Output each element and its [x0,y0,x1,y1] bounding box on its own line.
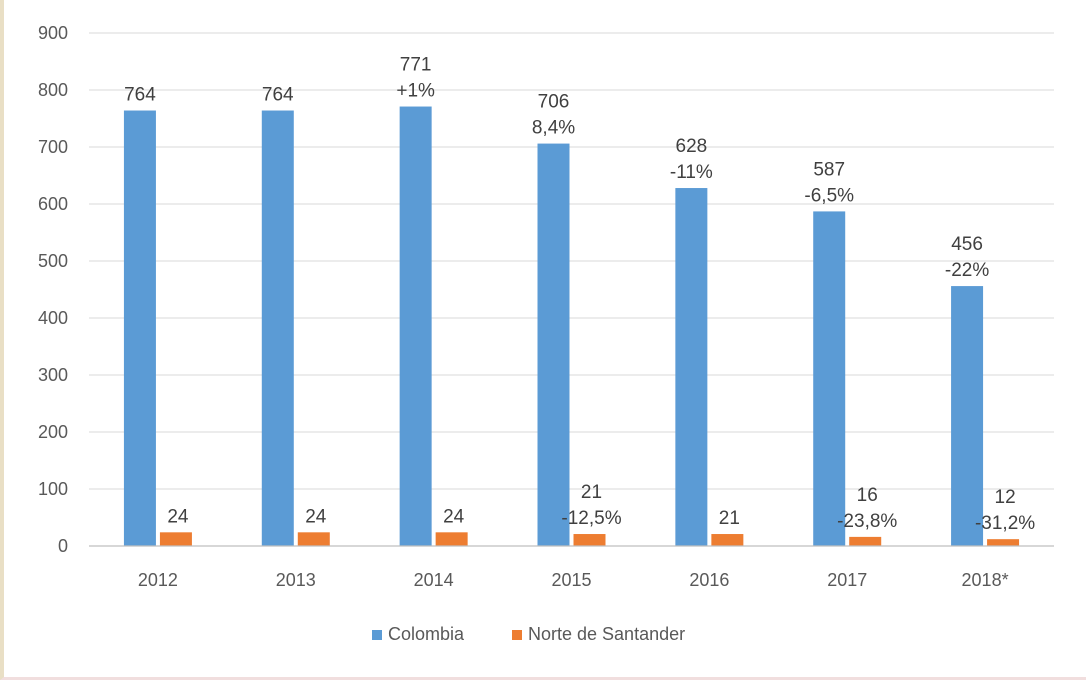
data-label-value: 21 [719,508,740,529]
data-label-value: 764 [124,85,156,106]
x-tick-label: 2016 [689,570,729,590]
data-label-value: 24 [167,506,189,527]
legend-swatch [372,630,382,640]
data-labels: 764 24 764 24 771 +1% 24 706 8,4% 21 -12,5% 628 -11%… [124,55,1035,535]
data-label-value: 24 [305,506,327,527]
bar-colombia [813,211,846,546]
bars [123,106,1020,547]
bar-colombia [261,110,294,547]
bar-norte-de-santander [987,539,1020,546]
data-label-value: 456 [951,234,983,255]
data-label-value: 24 [443,506,465,527]
gridlines [89,32,1054,490]
bar-colombia [675,188,708,547]
bar-norte-de-santander [573,534,606,546]
x-tick-label: 2012 [138,570,178,590]
x-tick-label: 2015 [551,570,591,590]
y-tick-label: 600 [38,194,68,214]
y-tick-label: 800 [38,80,68,100]
y-tick-label: 400 [38,308,68,328]
bar-colombia [123,110,156,547]
x-axis: 2012 2013 2014 2015 2016 2017 2018* [89,545,1054,590]
x-tick-label: 2013 [276,570,316,590]
y-axis: 0 100 200 300 400 500 600 700 800 900 [38,23,68,556]
bar-norte-de-santander [435,532,468,546]
data-label-change: -6,5% [804,185,854,206]
legend-entry: Norte de Santander [528,624,685,644]
data-label-value: 628 [676,136,708,157]
bar-colombia [399,106,432,546]
bar-norte-de-santander [159,532,192,546]
data-label-value: 764 [262,85,294,106]
data-label-change: -12,5% [561,508,621,529]
x-tick-label: 2018* [962,570,1009,590]
data-label-change: +1% [396,81,435,102]
data-label-value: 12 [995,487,1016,508]
data-label-change: -23,8% [837,511,897,532]
data-label-value: 21 [581,482,602,503]
y-tick-label: 0 [58,536,68,556]
legend: Colombia Norte de Santander [372,624,685,644]
bar-norte-de-santander [297,532,330,546]
y-tick-label: 200 [38,422,68,442]
data-label-change: 8,4% [532,118,575,139]
y-tick-label: 500 [38,251,68,271]
bar-norte-de-santander [849,536,882,546]
data-label-change: -31,2% [975,513,1035,534]
data-label-value: 587 [813,159,845,180]
data-label-value: 706 [538,92,570,113]
y-tick-label: 100 [38,479,68,499]
bar-colombia [537,143,570,546]
data-label-value: 16 [857,485,878,506]
x-tick-label: 2017 [827,570,867,590]
bar-colombia [951,286,984,546]
data-label-change: -22% [945,260,989,281]
y-tick-label: 900 [38,23,68,43]
x-tick-label: 2014 [414,570,454,590]
data-label-change: -11% [670,162,713,183]
bar-norte-de-santander [711,534,744,546]
data-label-value: 771 [400,55,432,76]
legend-swatch [512,630,522,640]
y-tick-label: 700 [38,137,68,157]
y-tick-label: 300 [38,365,68,385]
legend-entry: Colombia [388,624,465,644]
